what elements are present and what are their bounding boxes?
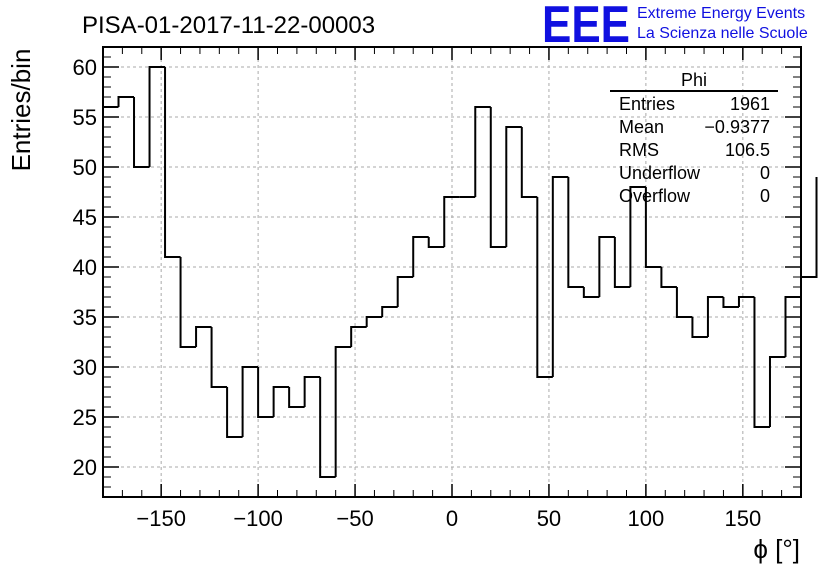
x-axis-label: ϕ [°] bbox=[753, 534, 800, 564]
y-tick-label: 55 bbox=[73, 105, 97, 130]
stats-value-mean: −0.9377 bbox=[704, 117, 770, 137]
histogram-bin bbox=[644, 187, 662, 268]
histogram-bin bbox=[801, 177, 818, 278]
histogram-bin bbox=[722, 297, 739, 308]
histogram-bin bbox=[226, 387, 243, 438]
x-tick-label: 50 bbox=[537, 506, 561, 531]
y-axis-label: Entries/bin bbox=[6, 49, 36, 172]
histogram-bin bbox=[396, 276, 414, 307]
x-tick-label: −100 bbox=[233, 506, 283, 531]
x-tick-label: −150 bbox=[136, 506, 186, 531]
histogram-bin bbox=[241, 366, 259, 437]
grid-lines bbox=[103, 47, 801, 497]
y-tick-label: 45 bbox=[73, 205, 97, 230]
histogram-bin bbox=[350, 326, 367, 347]
x-tick-label: 150 bbox=[724, 506, 761, 531]
stats-row-overflow: Overflow 0 bbox=[619, 186, 770, 206]
y-tick-label: 20 bbox=[73, 455, 97, 480]
histogram-bin bbox=[737, 296, 755, 307]
stats-label-rms: RMS bbox=[619, 140, 659, 160]
histogram-bin bbox=[536, 197, 553, 378]
histogram-bin bbox=[195, 326, 212, 347]
eee-logo-mark: EEE bbox=[542, 0, 630, 54]
y-tick-label: 25 bbox=[73, 405, 97, 430]
histogram-bin bbox=[148, 66, 166, 167]
histogram-bin bbox=[706, 296, 724, 337]
x-tick-label: 0 bbox=[446, 506, 458, 531]
stats-row-rms: RMS 106.5 bbox=[619, 140, 770, 160]
histogram-bin bbox=[613, 237, 631, 288]
histogram-bin bbox=[272, 386, 290, 417]
histogram-bin bbox=[629, 186, 646, 287]
histogram-bin bbox=[567, 177, 584, 288]
histogram-bin bbox=[164, 67, 181, 258]
y-tick-label: 35 bbox=[73, 305, 97, 330]
histogram-bin bbox=[551, 176, 569, 377]
histogram-bin bbox=[505, 126, 522, 247]
histogram-bin bbox=[365, 316, 383, 327]
y-tick-label: 50 bbox=[73, 155, 97, 180]
histogram-bin bbox=[691, 317, 708, 338]
histogram-bin bbox=[319, 377, 336, 478]
eee-logo: EEE Extreme Energy Events La Scienza nel… bbox=[542, 0, 808, 54]
stats-row-mean: Mean −0.9377 bbox=[619, 117, 770, 137]
y-tick-label: 60 bbox=[73, 55, 97, 80]
histogram-bin bbox=[303, 376, 321, 407]
stats-row-underflow: Underflow 0 bbox=[619, 163, 770, 183]
chart-title: PISA-01-2017-11-22-00003 bbox=[82, 12, 375, 39]
stats-value-entries: 1961 bbox=[730, 94, 770, 114]
eee-logo-line2: La Scienza nelle Scuole bbox=[637, 25, 808, 42]
x-tick-labels: −150 −100 −50 0 50 100 150 bbox=[136, 506, 761, 531]
stats-box: Phi Entries 1961 Mean −0.9377 RMS 106.5 … bbox=[610, 70, 778, 206]
histogram-bin bbox=[133, 97, 150, 168]
stats-label-entries: Entries bbox=[619, 94, 675, 114]
axis-ticks bbox=[103, 46, 801, 498]
stats-value-underflow: 0 bbox=[760, 163, 770, 183]
stats-row-entries: Entries 1961 bbox=[619, 94, 770, 114]
histogram-bin bbox=[210, 327, 228, 388]
y-tick-label: 30 bbox=[73, 355, 97, 380]
histogram-bin bbox=[753, 297, 770, 428]
histogram-bin bbox=[427, 237, 445, 248]
histogram-bin bbox=[675, 287, 693, 318]
stats-label-overflow: Overflow bbox=[619, 186, 691, 206]
histogram-bin bbox=[381, 306, 398, 317]
histogram-bin bbox=[257, 367, 274, 418]
stats-value-rms: 106.5 bbox=[725, 140, 770, 160]
x-tick-label: −50 bbox=[336, 506, 373, 531]
histogram-bin bbox=[768, 356, 786, 427]
histogram-bin bbox=[582, 287, 600, 298]
histogram-bin bbox=[598, 236, 615, 297]
histogram-series bbox=[103, 66, 818, 478]
stats-value-overflow: 0 bbox=[760, 186, 770, 206]
histogram-bin bbox=[443, 196, 460, 247]
eee-logo-line1: Extreme Energy Events bbox=[637, 5, 805, 22]
x-tick-label: 100 bbox=[628, 506, 665, 531]
y-tick-label: 40 bbox=[73, 255, 97, 280]
histogram-bin bbox=[489, 107, 507, 248]
histogram-bin bbox=[288, 387, 305, 408]
y-tick-labels: 20 25 30 35 40 45 50 55 60 bbox=[73, 55, 97, 480]
histogram-bin bbox=[660, 267, 677, 288]
histogram-bin bbox=[412, 236, 429, 277]
stats-label-mean: Mean bbox=[619, 117, 664, 137]
stats-label-underflow: Underflow bbox=[619, 163, 701, 183]
histogram-bin bbox=[334, 346, 352, 477]
histogram-bin bbox=[117, 96, 135, 107]
histogram-bin bbox=[474, 106, 491, 197]
histogram-bin bbox=[179, 257, 197, 348]
histogram-bin bbox=[520, 127, 538, 198]
stats-title: Phi bbox=[681, 70, 707, 90]
